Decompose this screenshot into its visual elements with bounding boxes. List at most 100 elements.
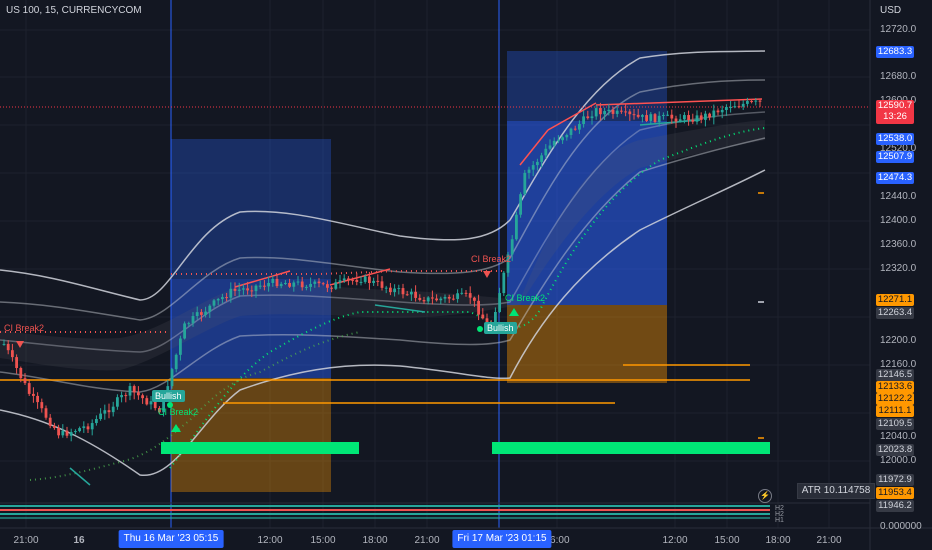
time-cursor-flag-2[interactable]: Fri 17 Mar '23 01:15: [452, 530, 552, 548]
candle-body-156: [657, 115, 661, 122]
candle-body-42: [179, 338, 182, 355]
price-tag[interactable]: 12683.3: [876, 46, 914, 58]
current-price-tag[interactable]: 12590.7 13:26: [876, 100, 914, 124]
candle-body-175: [737, 106, 741, 108]
price-tag[interactable]: 11972.9: [876, 474, 914, 486]
candle-body-79: [334, 282, 338, 289]
candle-body-176: [741, 103, 745, 107]
middle-band: [0, 111, 766, 353]
candle-body-113: [477, 300, 480, 315]
price-tag[interactable]: 12474.3: [876, 172, 914, 184]
candle-body-125: [527, 169, 531, 173]
candle-body-170: [716, 110, 720, 113]
price-tag[interactable]: 12122.2: [876, 393, 914, 405]
time-cursor-flag-1[interactable]: Thu 16 Mar '23 05:15: [118, 530, 224, 548]
candle-body-17: [74, 431, 77, 433]
price-tag[interactable]: 12146.5: [876, 369, 914, 381]
symbol-header[interactable]: US 100, 15, CURRENCYCOM: [6, 5, 142, 16]
candle-body-101: [426, 297, 430, 302]
price-tag[interactable]: 12271.1: [876, 294, 914, 306]
price-tag[interactable]: 11946.2: [876, 500, 914, 512]
candle-body-137: [578, 124, 581, 130]
candle-body-51: [216, 299, 220, 301]
candle-body-6: [27, 383, 31, 394]
candle-body-151: [636, 114, 640, 117]
candle-body-89: [376, 280, 380, 282]
candle-body-134: [565, 134, 569, 138]
candle-body-53: [225, 297, 228, 299]
currency-label[interactable]: USD: [880, 5, 902, 16]
atr-indicator-label[interactable]: ATR 10.114758: [797, 483, 875, 499]
price-tick: 12680.0: [880, 71, 917, 82]
candle-body-56: [237, 289, 241, 291]
price-tag[interactable]: 12111.1: [876, 405, 914, 417]
time-tick: 12:00: [257, 535, 283, 546]
lightning-icon[interactable]: ⚡: [758, 489, 772, 503]
candle-body-166: [699, 115, 703, 120]
candle-body-94: [397, 288, 401, 290]
ci-break-label: CI Break2: [471, 254, 512, 264]
time-tick: 12:00: [662, 535, 688, 546]
candle-body-103: [435, 298, 438, 301]
candle-body-159: [670, 114, 674, 119]
candle-body-105: [443, 296, 447, 299]
candle-body-54: [229, 288, 233, 298]
candle-body-97: [410, 291, 413, 295]
candle-body-4: [19, 368, 23, 379]
candle-body-11: [48, 417, 52, 426]
price-tag[interactable]: 12109.5: [876, 418, 914, 430]
price-tag[interactable]: 12023.8: [876, 444, 914, 456]
ci-break-up-marker-2: [509, 308, 519, 316]
candle-body-27: [116, 397, 119, 407]
candle-body-154: [649, 114, 653, 121]
candle-body-29: [124, 395, 128, 397]
candle-body-148: [624, 111, 627, 113]
candle-body-163: [687, 115, 690, 121]
candle-body-112: [473, 297, 476, 301]
candle-body-142: [599, 108, 602, 115]
price-tag[interactable]: 11953.4: [876, 487, 914, 499]
candle-body-5: [23, 378, 27, 384]
candle-body-74: [313, 281, 317, 284]
ci-break-down-marker-2: [483, 271, 491, 278]
candle-body-168: [708, 113, 711, 118]
candle-body-36: [153, 401, 157, 409]
candle-body-178: [750, 101, 753, 103]
time-tick: 18:00: [362, 535, 388, 546]
candle-body-21: [90, 423, 94, 430]
candle-body-119: [502, 272, 506, 294]
candle-body-157: [662, 114, 665, 116]
candle-body-37: [158, 408, 161, 413]
ci-break-label: CI Break2: [158, 407, 199, 417]
price-tag[interactable]: 12133.6: [876, 381, 914, 393]
candle-body-82: [347, 278, 350, 280]
candle-body-118: [498, 293, 501, 312]
candle-body-99: [418, 297, 422, 300]
price-tick: 12440.0: [880, 191, 917, 202]
candle-body-14: [61, 430, 65, 436]
candle-body-50: [212, 300, 216, 306]
candle-body-76: [321, 283, 325, 285]
price-tag[interactable]: 12538.0: [876, 133, 914, 145]
price-tag[interactable]: 12507.9: [876, 151, 914, 163]
candle-body-174: [733, 106, 737, 108]
candle-body-135: [569, 128, 573, 135]
candle-body-150: [632, 114, 636, 116]
candle-body-111: [468, 293, 472, 298]
price-tag[interactable]: 12263.4: [876, 307, 914, 319]
candle-body-48: [204, 311, 207, 315]
candle-body-165: [695, 115, 699, 122]
long-position-target-1: [171, 139, 331, 279]
time-tick: 15:00: [714, 535, 740, 546]
candle-body-65: [275, 278, 279, 287]
price-tick: 12360.0: [880, 239, 917, 250]
candle-body-164: [691, 120, 695, 122]
candle-body-24: [103, 410, 107, 414]
candle-body-95: [401, 288, 405, 295]
candle-body-58: [246, 288, 249, 291]
candle-body-9: [40, 402, 44, 409]
candle-body-173: [729, 106, 732, 108]
demand-zone-2: [492, 442, 770, 454]
